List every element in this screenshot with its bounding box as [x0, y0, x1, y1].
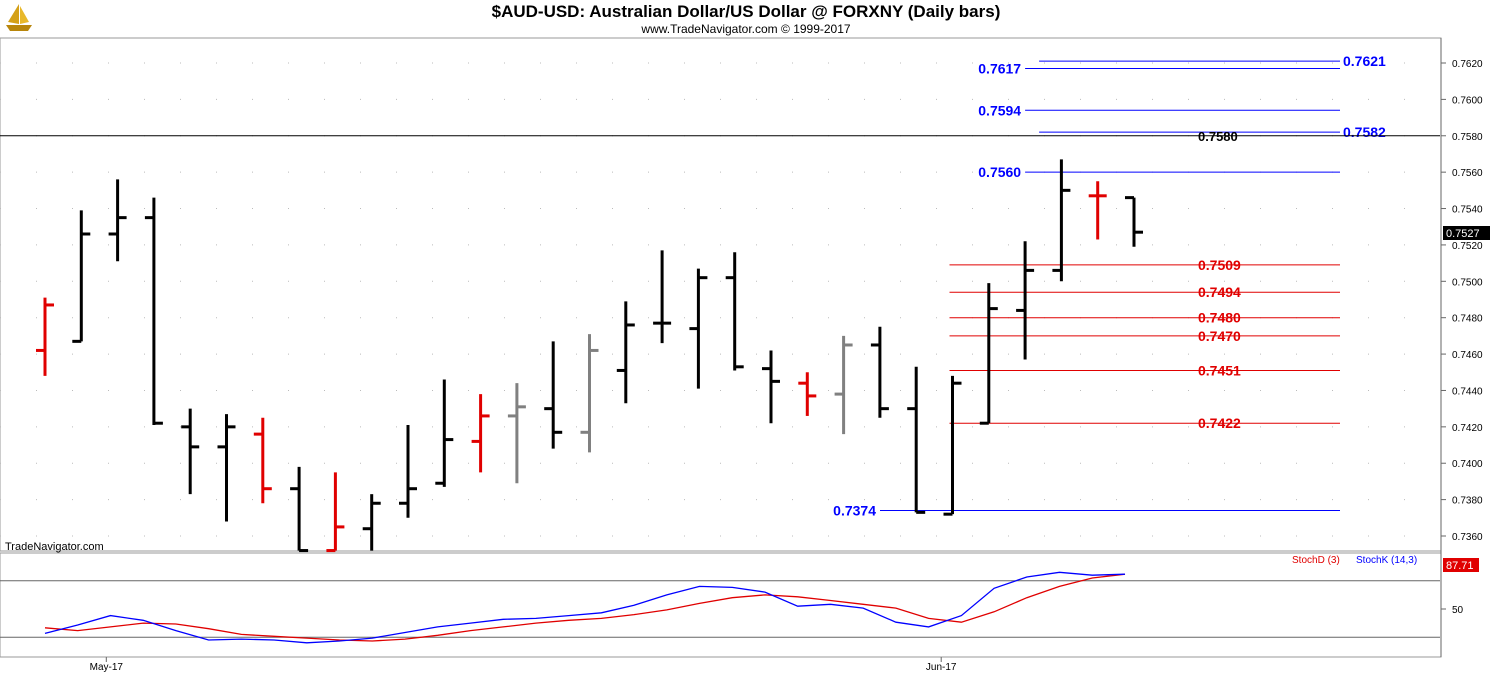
- ohlc-bar-9: [362, 494, 381, 551]
- y-tick-label-8: 0.7520: [1452, 241, 1483, 252]
- y-tick-label-1: 0.7380: [1452, 496, 1483, 507]
- y-tick-label-11: 0.7580: [1452, 132, 1483, 143]
- level-label-1: 0.7617: [978, 60, 1021, 76]
- price-panel-frame: [0, 37, 1442, 552]
- ohlc-bar-0: [36, 297, 54, 376]
- y-tick-label-13: 0.7620: [1452, 59, 1483, 70]
- ohlc-bar-21: [798, 372, 817, 416]
- level-label-4: 0.7580: [1198, 129, 1238, 144]
- level-label-10: 0.7451: [1198, 362, 1241, 378]
- y-tick-label-2: 0.7400: [1452, 459, 1483, 470]
- ohlc-bar-2: [108, 179, 127, 262]
- stoch-line-k: [44, 571, 1126, 644]
- ohlc-bar-16: [616, 301, 635, 404]
- ohlc-bar-27: [1016, 241, 1035, 360]
- legend-stoch-k: StochK (14,3): [1356, 555, 1417, 566]
- x-tick-label-0: May-17: [90, 662, 124, 673]
- ohlc-bar-28: [1052, 159, 1071, 282]
- ohlc-bar-20: [762, 350, 780, 424]
- y-tick-label-10: 0.7560: [1452, 168, 1483, 179]
- level-label-0: 0.7621: [1343, 53, 1386, 69]
- ohlc-bar-25: [943, 375, 962, 516]
- stoch-line-d: [44, 573, 1126, 642]
- ohlc-bar-19: [725, 252, 744, 371]
- ohlc-bar-3: [144, 197, 163, 426]
- y-tick-label-4: 0.7440: [1452, 386, 1483, 397]
- level-label-5: 0.7560: [978, 164, 1021, 180]
- last-price-tag: 0.7527: [1443, 226, 1490, 240]
- ohlc-bar-18: [689, 268, 708, 389]
- ohlc-bar-13: [507, 383, 526, 484]
- last-price-label: 0.7527: [1446, 228, 1480, 240]
- chart-header: $AUD-USD: Australian Dollar/US Dollar @ …: [0, 0, 1492, 38]
- ohlc-bar-15: [580, 334, 599, 453]
- ohlc-bar-10: [399, 425, 417, 518]
- level-label-7: 0.7494: [1198, 284, 1241, 300]
- level-label-9: 0.7470: [1198, 328, 1241, 344]
- ohlc-bar-17: [653, 250, 672, 344]
- legend-stoch-d: StochD (3): [1292, 555, 1340, 566]
- level-label-12: 0.7374: [833, 503, 876, 519]
- ohlc-bar-12: [471, 394, 490, 473]
- ohlc-bar-8: [326, 472, 345, 553]
- y-tick-label-7: 0.7500: [1452, 277, 1483, 288]
- y-tick-label-12: 0.7600: [1452, 95, 1483, 106]
- y-tick-label-0: 0.7360: [1452, 532, 1483, 543]
- level-label-3: 0.7582: [1343, 124, 1386, 140]
- ohlc-bar-23: [870, 326, 889, 418]
- ohlc-bar-4: [181, 408, 200, 495]
- ohlc-bar-11: [435, 379, 454, 487]
- x-tick-label-1: Jun-17: [926, 662, 957, 673]
- y-tick-label-5: 0.7460: [1452, 350, 1483, 361]
- ohlc-bar-26: [979, 283, 998, 425]
- chart-title: $AUD-USD: Australian Dollar/US Dollar @ …: [491, 2, 1001, 21]
- stoch-last-label: 87.71: [1446, 560, 1474, 572]
- level-label-8: 0.7480: [1198, 310, 1241, 326]
- stoch-panel-frame: [0, 552, 1442, 658]
- level-label-11: 0.7422: [1198, 415, 1241, 431]
- ohlc-bar-5: [217, 414, 236, 522]
- gold-ship-logo-icon: [6, 4, 32, 31]
- level-label-6: 0.7509: [1198, 257, 1241, 273]
- y-tick-label-9: 0.7540: [1452, 205, 1483, 216]
- y-tick-label-6: 0.7480: [1452, 314, 1483, 325]
- ohlc-bar-7: [290, 466, 309, 553]
- ohlc-bar-30: [1125, 196, 1143, 247]
- ohlc-bar-24: [907, 366, 926, 514]
- stoch-y-tick-label-0: 50: [1452, 605, 1464, 616]
- level-label-2: 0.7594: [978, 102, 1021, 118]
- ohlc-bar-22: [834, 335, 853, 435]
- ohlc-bar-6: [253, 417, 272, 504]
- y-tick-label-3: 0.7420: [1452, 423, 1483, 434]
- watermark: TradeNavigator.com: [5, 541, 104, 553]
- chart-subtitle: www.TradeNavigator.com © 1999-2017: [641, 22, 851, 36]
- ohlc-bar-14: [544, 341, 563, 449]
- ohlc-bar-29: [1088, 181, 1107, 240]
- stoch-last-tag: 87.71: [1443, 558, 1479, 572]
- ohlc-bar-1: [72, 210, 91, 343]
